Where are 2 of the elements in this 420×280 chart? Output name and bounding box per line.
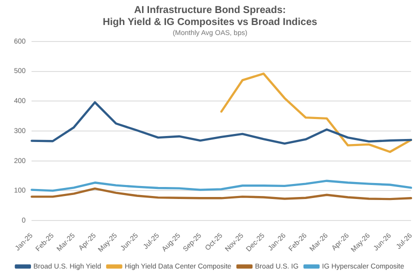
- text: AI Infrastructure Bond Spreads:: [134, 4, 286, 16]
- text: High Yield & IG Composites vs Broad Indices: [102, 16, 318, 28]
